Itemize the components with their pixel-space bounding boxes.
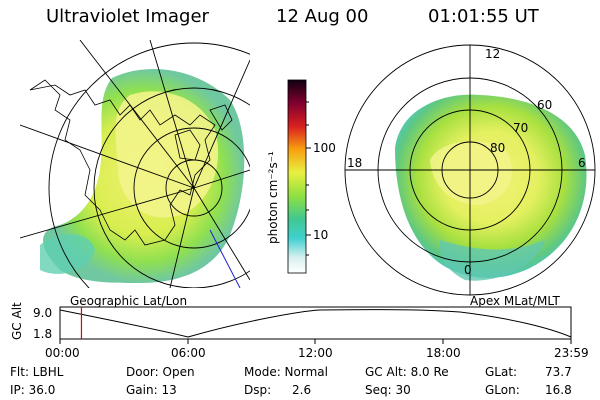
mlt-label-12: 12: [485, 47, 501, 61]
mode-label: Mode: Normal: [244, 365, 328, 379]
dsp-value: 2.6: [292, 383, 312, 397]
glat-value: 73.7: [545, 365, 572, 379]
right-panel-caption: Apex MLat/MLT: [470, 294, 560, 308]
gain-label: Gain: 13: [126, 383, 177, 397]
mlt-label-18: 18: [347, 156, 363, 170]
timeline-xtick-0000: 00:00: [45, 346, 80, 360]
mlt-label-0: 0: [464, 263, 472, 277]
gc-alt-label: GC Alt: 8.0 Re: [365, 365, 449, 379]
time-label: 01:01:55 UT: [428, 6, 539, 27]
dsp-label: Dsp:: [244, 383, 272, 397]
timeline-ytick-max: 9.0: [33, 306, 53, 320]
glon-label: GLon:: [485, 383, 520, 397]
filter-label: Flt: LBHL: [10, 365, 64, 379]
left-panel-caption: Geographic Lat/Lon: [70, 294, 188, 308]
date-label: 12 Aug 00: [276, 6, 369, 27]
ip-label: IP: 36.0: [10, 383, 56, 397]
mlat-label-70: 70: [513, 121, 529, 135]
glon-value: 16.8: [545, 383, 572, 397]
colorbar-tick-10: 10: [313, 228, 329, 242]
colorbar-tick-100: 100: [313, 141, 336, 155]
seq-label: Seq: 30: [365, 383, 411, 397]
glat-label: GLat:: [485, 365, 518, 379]
door-label: Door: Open: [126, 365, 195, 379]
timeline-xtick-0600: 06:00: [171, 346, 206, 360]
instrument-title: Ultraviolet Imager: [46, 6, 209, 27]
mlt-label-6: 6: [578, 156, 586, 170]
timeline-xtick-2359: 23:59: [554, 346, 589, 360]
timeline-ytick-min: 1.8: [33, 327, 53, 341]
mlat-label-60: 60: [537, 98, 553, 112]
mlat-label-80: 80: [490, 141, 506, 155]
timeline-xtick-1200: 12:00: [298, 346, 333, 360]
timeline-xtick-1800: 18:00: [426, 346, 461, 360]
